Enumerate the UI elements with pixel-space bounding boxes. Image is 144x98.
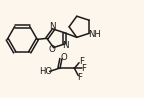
Text: N: N [62,41,69,50]
Text: O: O [60,53,67,62]
Text: F: F [81,64,86,73]
Text: O: O [48,45,55,54]
Text: F: F [79,57,84,66]
Text: HO: HO [39,67,52,76]
Text: F: F [77,73,82,82]
Text: NH: NH [88,30,101,39]
Text: N: N [49,22,56,31]
